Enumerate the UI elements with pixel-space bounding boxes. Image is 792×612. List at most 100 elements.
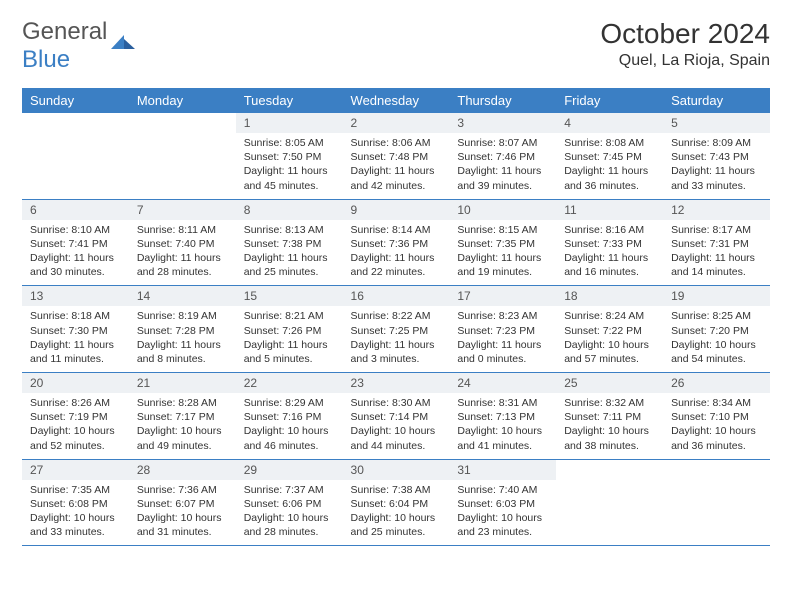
day-number: 19 (663, 286, 770, 306)
day-content: Sunrise: 8:07 AMSunset: 7:46 PMDaylight:… (449, 133, 556, 199)
calendar-week: 6Sunrise: 8:10 AMSunset: 7:41 PMDaylight… (22, 199, 770, 286)
day-content: Sunrise: 8:22 AMSunset: 7:25 PMDaylight:… (343, 306, 450, 372)
day-content: Sunrise: 8:10 AMSunset: 7:41 PMDaylight:… (22, 220, 129, 286)
day-content: Sunrise: 8:14 AMSunset: 7:36 PMDaylight:… (343, 220, 450, 286)
day-content: Sunrise: 8:30 AMSunset: 7:14 PMDaylight:… (343, 393, 450, 459)
calendar-empty (129, 113, 236, 199)
weekday-header: Sunday (22, 88, 129, 113)
day-number: 23 (343, 373, 450, 393)
day-number: 11 (556, 200, 663, 220)
day-content: Sunrise: 8:16 AMSunset: 7:33 PMDaylight:… (556, 220, 663, 286)
day-content: Sunrise: 8:29 AMSunset: 7:16 PMDaylight:… (236, 393, 343, 459)
weekday-header: Wednesday (343, 88, 450, 113)
calendar-empty (22, 113, 129, 199)
day-number: 9 (343, 200, 450, 220)
day-number: 13 (22, 286, 129, 306)
day-number: 15 (236, 286, 343, 306)
day-content: Sunrise: 8:09 AMSunset: 7:43 PMDaylight:… (663, 133, 770, 199)
day-number: 1 (236, 113, 343, 133)
day-number: 18 (556, 286, 663, 306)
calendar-day: 7Sunrise: 8:11 AMSunset: 7:40 PMDaylight… (129, 199, 236, 286)
day-number: 10 (449, 200, 556, 220)
day-number: 29 (236, 460, 343, 480)
calendar-empty (556, 459, 663, 546)
calendar-empty (663, 459, 770, 546)
day-content: Sunrise: 8:21 AMSunset: 7:26 PMDaylight:… (236, 306, 343, 372)
day-content: Sunrise: 8:11 AMSunset: 7:40 PMDaylight:… (129, 220, 236, 286)
calendar-day: 21Sunrise: 8:28 AMSunset: 7:17 PMDayligh… (129, 373, 236, 460)
calendar-day: 2Sunrise: 8:06 AMSunset: 7:48 PMDaylight… (343, 113, 450, 199)
calendar-day: 5Sunrise: 8:09 AMSunset: 7:43 PMDaylight… (663, 113, 770, 199)
day-number: 22 (236, 373, 343, 393)
calendar-day: 11Sunrise: 8:16 AMSunset: 7:33 PMDayligh… (556, 199, 663, 286)
weekday-header: Saturday (663, 88, 770, 113)
calendar-head: SundayMondayTuesdayWednesdayThursdayFrid… (22, 88, 770, 113)
header: General Blue October 2024 Quel, La Rioja… (22, 18, 770, 74)
brand-text: General Blue (22, 18, 107, 74)
day-number: 4 (556, 113, 663, 133)
day-number: 14 (129, 286, 236, 306)
calendar-day: 24Sunrise: 8:31 AMSunset: 7:13 PMDayligh… (449, 373, 556, 460)
day-number: 30 (343, 460, 450, 480)
day-content: Sunrise: 8:13 AMSunset: 7:38 PMDaylight:… (236, 220, 343, 286)
day-number: 6 (22, 200, 129, 220)
day-content: Sunrise: 8:23 AMSunset: 7:23 PMDaylight:… (449, 306, 556, 372)
calendar-day: 30Sunrise: 7:38 AMSunset: 6:04 PMDayligh… (343, 459, 450, 546)
month-title: October 2024 (600, 18, 770, 50)
day-content: Sunrise: 8:32 AMSunset: 7:11 PMDaylight:… (556, 393, 663, 459)
calendar-day: 1Sunrise: 8:05 AMSunset: 7:50 PMDaylight… (236, 113, 343, 199)
calendar-day: 27Sunrise: 7:35 AMSunset: 6:08 PMDayligh… (22, 459, 129, 546)
day-number: 31 (449, 460, 556, 480)
calendar-week: 13Sunrise: 8:18 AMSunset: 7:30 PMDayligh… (22, 286, 770, 373)
day-content: Sunrise: 8:28 AMSunset: 7:17 PMDaylight:… (129, 393, 236, 459)
day-content: Sunrise: 8:06 AMSunset: 7:48 PMDaylight:… (343, 133, 450, 199)
calendar-day: 31Sunrise: 7:40 AMSunset: 6:03 PMDayligh… (449, 459, 556, 546)
day-content: Sunrise: 8:18 AMSunset: 7:30 PMDaylight:… (22, 306, 129, 372)
day-content: Sunrise: 8:08 AMSunset: 7:45 PMDaylight:… (556, 133, 663, 199)
day-content: Sunrise: 8:19 AMSunset: 7:28 PMDaylight:… (129, 306, 236, 372)
day-content: Sunrise: 8:34 AMSunset: 7:10 PMDaylight:… (663, 393, 770, 459)
day-number: 2 (343, 113, 450, 133)
day-number: 12 (663, 200, 770, 220)
calendar-day: 18Sunrise: 8:24 AMSunset: 7:22 PMDayligh… (556, 286, 663, 373)
location: Quel, La Rioja, Spain (600, 52, 770, 70)
brand-part2: Blue (22, 46, 70, 73)
day-content: Sunrise: 7:35 AMSunset: 6:08 PMDaylight:… (22, 480, 129, 546)
calendar-day: 12Sunrise: 8:17 AMSunset: 7:31 PMDayligh… (663, 199, 770, 286)
calendar-day: 9Sunrise: 8:14 AMSunset: 7:36 PMDaylight… (343, 199, 450, 286)
brand-part1: General (22, 18, 107, 45)
calendar-table: SundayMondayTuesdayWednesdayThursdayFrid… (22, 88, 770, 546)
calendar-day: 6Sunrise: 8:10 AMSunset: 7:41 PMDaylight… (22, 199, 129, 286)
title-block: October 2024 Quel, La Rioja, Spain (600, 18, 770, 70)
calendar-body: 1Sunrise: 8:05 AMSunset: 7:50 PMDaylight… (22, 113, 770, 546)
calendar-day: 29Sunrise: 7:37 AMSunset: 6:06 PMDayligh… (236, 459, 343, 546)
day-content: Sunrise: 7:38 AMSunset: 6:04 PMDaylight:… (343, 480, 450, 546)
calendar-day: 19Sunrise: 8:25 AMSunset: 7:20 PMDayligh… (663, 286, 770, 373)
day-content: Sunrise: 7:40 AMSunset: 6:03 PMDaylight:… (449, 480, 556, 546)
day-number: 17 (449, 286, 556, 306)
calendar-day: 20Sunrise: 8:26 AMSunset: 7:19 PMDayligh… (22, 373, 129, 460)
brand-logo: General Blue (22, 18, 135, 74)
calendar-day: 28Sunrise: 7:36 AMSunset: 6:07 PMDayligh… (129, 459, 236, 546)
day-number: 28 (129, 460, 236, 480)
weekday-header: Tuesday (236, 88, 343, 113)
calendar-day: 15Sunrise: 8:21 AMSunset: 7:26 PMDayligh… (236, 286, 343, 373)
weekday-header: Monday (129, 88, 236, 113)
calendar-day: 26Sunrise: 8:34 AMSunset: 7:10 PMDayligh… (663, 373, 770, 460)
calendar-day: 16Sunrise: 8:22 AMSunset: 7:25 PMDayligh… (343, 286, 450, 373)
day-content: Sunrise: 8:05 AMSunset: 7:50 PMDaylight:… (236, 133, 343, 199)
day-number: 5 (663, 113, 770, 133)
calendar-day: 10Sunrise: 8:15 AMSunset: 7:35 PMDayligh… (449, 199, 556, 286)
day-number: 8 (236, 200, 343, 220)
day-number: 3 (449, 113, 556, 133)
day-content: Sunrise: 8:24 AMSunset: 7:22 PMDaylight:… (556, 306, 663, 372)
day-content: Sunrise: 8:26 AMSunset: 7:19 PMDaylight:… (22, 393, 129, 459)
calendar-week: 20Sunrise: 8:26 AMSunset: 7:19 PMDayligh… (22, 373, 770, 460)
weekday-header: Friday (556, 88, 663, 113)
day-content: Sunrise: 8:17 AMSunset: 7:31 PMDaylight:… (663, 220, 770, 286)
calendar-day: 13Sunrise: 8:18 AMSunset: 7:30 PMDayligh… (22, 286, 129, 373)
day-content: Sunrise: 8:15 AMSunset: 7:35 PMDaylight:… (449, 220, 556, 286)
calendar-day: 14Sunrise: 8:19 AMSunset: 7:28 PMDayligh… (129, 286, 236, 373)
calendar-day: 25Sunrise: 8:32 AMSunset: 7:11 PMDayligh… (556, 373, 663, 460)
day-number: 27 (22, 460, 129, 480)
